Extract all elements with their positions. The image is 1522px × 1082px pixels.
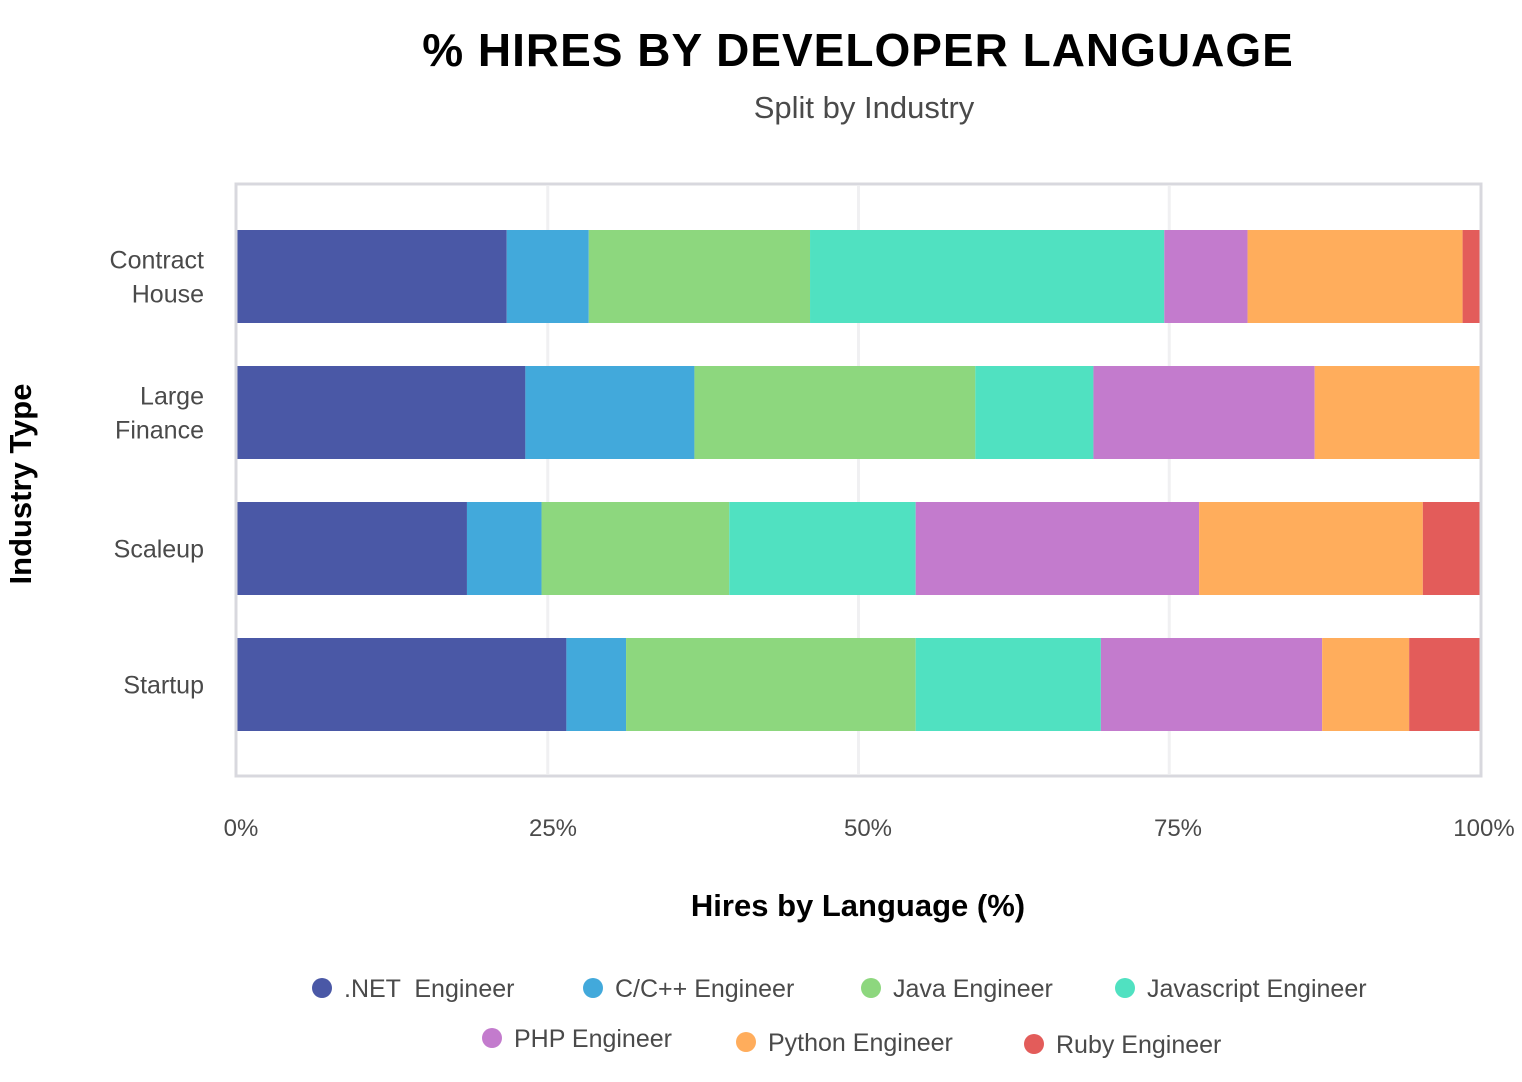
bars [237,230,1480,731]
legend-label: Javascript Engineer [1147,975,1367,1003]
bar-segment [466,502,542,595]
bar-segment [1164,230,1248,323]
bar-segment [1462,230,1480,323]
bar-segment [729,502,916,595]
bar-segment [1199,502,1423,595]
legend-label: C/C++ Engineer [615,975,794,1003]
bar-segment [915,638,1101,731]
bar-segment [506,230,589,323]
bar-segment [566,638,627,731]
legend-marker [482,1028,502,1048]
legend-label: .NET Engineer [344,975,514,1003]
bar-segment [525,366,695,459]
x-tick-label: 50% [844,815,892,842]
legend-label: PHP Engineer [514,1025,672,1053]
bar-segment [1422,502,1480,595]
category-label: Large [140,383,204,411]
bar-segment [975,366,1094,459]
bar-segment [1100,638,1323,731]
bar-segment [626,638,916,731]
x-axis-label: Hires by Language (%) [691,888,1025,923]
category-label: Finance [115,417,204,445]
x-tick-label: 25% [529,815,577,842]
legend: .NET Engineer C/C++ Engineer Java Engineer… [312,975,1367,1059]
bar-segment [237,366,526,459]
y-axis-label: Industry Type [3,384,38,585]
bar-segment [694,366,976,459]
legend-label: Python Engineer [768,1029,953,1057]
bar-segment [1322,638,1410,731]
legend-label: Java Engineer [893,975,1053,1003]
category-label: Contract [110,247,205,275]
legend-marker [312,978,332,998]
bar-segment [541,502,730,595]
bar-segment [1247,230,1463,323]
x-tick-label: 100% [1453,815,1514,842]
category-label: Scaleup [114,536,204,564]
x-tick-label: 0% [224,815,259,842]
bar-segment [810,230,1165,323]
x-tick-label: 75% [1154,815,1202,842]
x-tick-labels: 0% 25% 50% 75% 100% [224,815,1515,842]
chart-title: % HIRES BY DEVELOPER LANGUAGE [422,24,1294,76]
bar-segment [588,230,811,323]
bar-segment [237,638,567,731]
category-label: Startup [123,672,204,700]
legend-marker [583,978,603,998]
legend-marker [736,1032,756,1052]
plot-frame [234,182,1483,778]
legend-marker [1024,1034,1044,1054]
legend-marker [1115,978,1135,998]
bar-segment [1093,366,1315,459]
bar-segment [1314,366,1480,459]
bar-segment [915,502,1200,595]
bar-segment [237,230,507,323]
category-labels: Contract House Large Finance Scaleup Startup [110,247,205,700]
legend-label: Ruby Engineer [1056,1031,1221,1059]
category-label: House [132,281,204,309]
bar-segment [1409,638,1480,731]
chart-subtitle: Split by Industry [754,90,975,125]
legend-marker [861,978,881,998]
bar-segment [237,502,467,595]
